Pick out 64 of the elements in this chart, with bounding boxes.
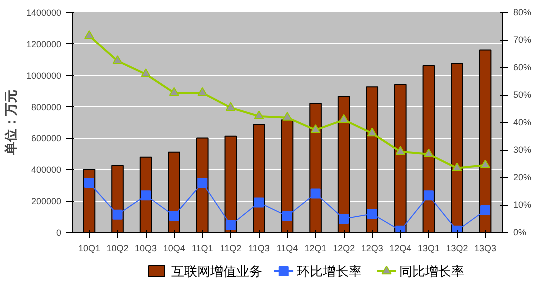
point xyxy=(141,190,152,201)
point xyxy=(480,160,491,168)
x-tick-label: 12Q2 xyxy=(333,244,356,254)
point xyxy=(112,55,123,64)
x-tick-label: 10Q1 xyxy=(78,244,100,254)
point xyxy=(282,112,292,121)
legend-label: 互联网增值业务 xyxy=(171,264,262,279)
y2-tick-label: 80% xyxy=(514,8,532,18)
point xyxy=(254,198,264,208)
x-tick-label: 12Q1 xyxy=(304,244,327,254)
legend-label: 环比增长率 xyxy=(296,264,362,279)
point xyxy=(396,146,406,156)
x-tick-label: 10Q2 xyxy=(106,244,129,254)
point xyxy=(141,68,152,78)
y2-tick-label: 70% xyxy=(514,35,532,45)
y-tick-label: 1400000 xyxy=(26,8,62,18)
x-tick-label: 13Q2 xyxy=(446,244,468,254)
point xyxy=(198,87,208,96)
y-tick-label: 600000 xyxy=(31,134,62,144)
y2-tick-label: 30% xyxy=(514,145,532,155)
point xyxy=(282,211,292,222)
y2-tick-label: 10% xyxy=(514,200,532,210)
point xyxy=(226,220,236,230)
y-tick-label: 400000 xyxy=(31,165,62,176)
point xyxy=(424,190,434,201)
legend-label: 同比增长率 xyxy=(400,264,465,279)
y2-tick-label: 60% xyxy=(514,62,532,72)
point xyxy=(254,110,264,120)
point xyxy=(310,188,321,199)
point xyxy=(198,178,208,188)
point xyxy=(169,87,180,96)
y-tick-label: 1200000 xyxy=(26,39,62,50)
y-axis-title: 单位：万元 xyxy=(3,90,18,156)
x-tick-label: 10Q4 xyxy=(163,244,186,254)
y-tick-label: 0 xyxy=(56,228,62,238)
point xyxy=(339,214,350,224)
x-tick-label: 13Q3 xyxy=(474,244,497,254)
x-tick-label: 12Q3 xyxy=(361,244,384,254)
y2-tick-label: 20% xyxy=(514,172,532,182)
y2-tick-label: 0% xyxy=(514,228,527,238)
point xyxy=(226,102,236,112)
y-tick-label: 1000000 xyxy=(26,70,62,81)
point xyxy=(367,209,378,220)
point xyxy=(480,206,491,216)
point xyxy=(112,210,123,220)
y-tick-label: 200000 xyxy=(31,196,62,207)
point xyxy=(367,128,378,137)
point xyxy=(452,162,462,172)
x-tick-label: 12Q4 xyxy=(390,244,412,254)
x-tick-label: 11Q1 xyxy=(192,244,214,254)
x-tick-label: 11Q4 xyxy=(276,244,298,254)
x-tick-label: 11Q2 xyxy=(220,244,242,254)
point xyxy=(84,30,94,40)
x-tick-label: 13Q1 xyxy=(418,244,440,254)
y2-tick-label: 40% xyxy=(514,118,532,128)
point xyxy=(310,124,321,134)
point xyxy=(169,211,180,221)
y-tick-label: 800000 xyxy=(31,102,62,112)
point xyxy=(424,148,434,158)
x-tick-label: 10Q3 xyxy=(135,244,158,254)
y2-tick-label: 50% xyxy=(514,90,532,100)
point xyxy=(84,178,94,188)
x-tick-label: 11Q3 xyxy=(248,244,270,254)
point xyxy=(339,114,350,124)
